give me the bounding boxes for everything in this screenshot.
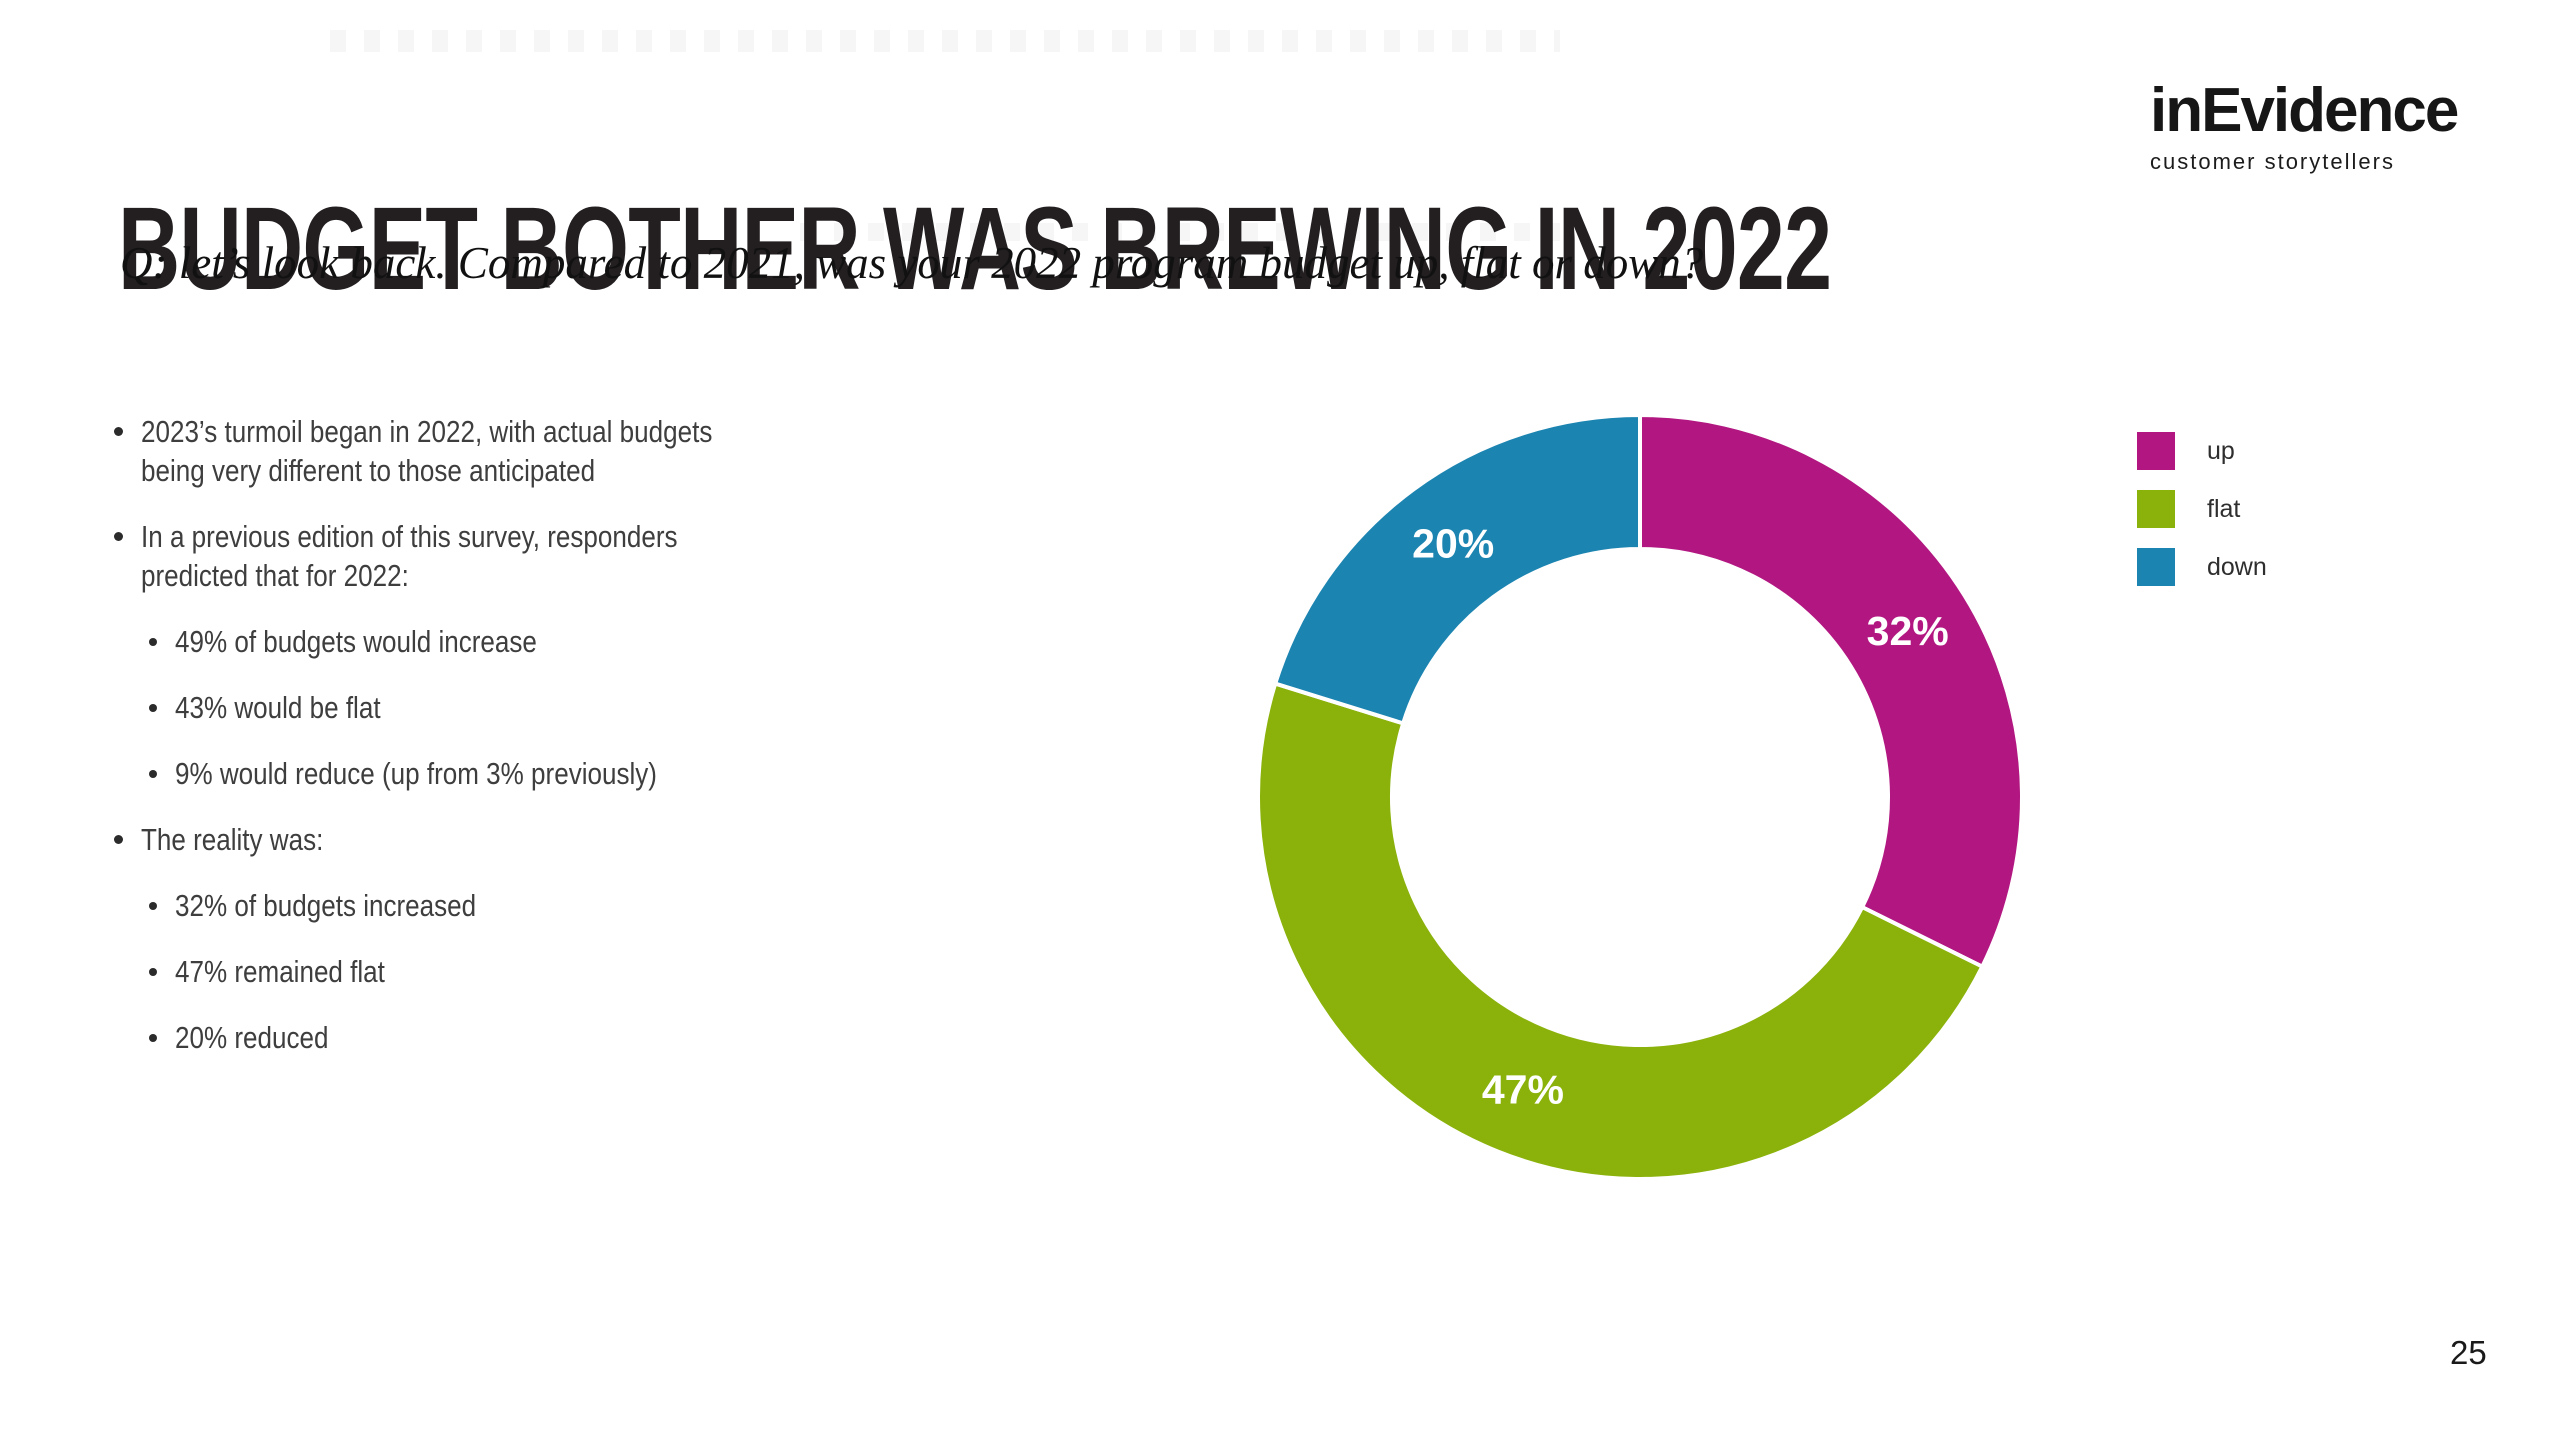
logo-wordmark: inEvidence (2150, 76, 2459, 145)
slide-subtitle: Q: let’s look back. Compared to 2021, wa… (120, 238, 1704, 288)
bullet-text: In a previous edition of this survey, re… (141, 519, 678, 593)
bullet-item: 32% of budgets increased (146, 886, 952, 925)
bullet-dot (149, 770, 157, 778)
bullet-dot (114, 835, 123, 844)
legend-item-down: down (2137, 548, 2267, 586)
bullet-text: 49% of budgets would increase (175, 624, 537, 659)
bullet-text: 20% reduced (175, 1020, 329, 1055)
logo-tagline: customer storytellers (2150, 149, 2395, 174)
bullet-item: 2023’s turmoil began in 2022, with actua… (112, 412, 952, 490)
bullet-dot (149, 968, 157, 976)
bullet-text: The reality was: (141, 822, 324, 857)
bullet-dot (149, 1034, 157, 1042)
slice-label-down: 20% (1412, 520, 1494, 566)
legend-item-up: up (2137, 432, 2267, 470)
bullet-text: 32% of budgets increased (175, 888, 477, 923)
chart-legend: up flat down (2137, 432, 2267, 606)
donut-slice-up (1638, 412, 2024, 970)
bullet-item: In a previous edition of this survey, re… (112, 517, 952, 595)
bullet-item: 49% of budgets would increase (146, 622, 952, 661)
bullet-dot (114, 427, 123, 436)
bullet-list: 2023’s turmoil began in 2022, with actua… (112, 412, 952, 1084)
legend-swatch (2137, 548, 2175, 586)
bullet-item: The reality was: (112, 820, 952, 859)
ghost-text-artifact-top (330, 30, 1560, 52)
bullet-item: 47% remained flat (146, 952, 952, 991)
company-logo: inEvidence customer storytellers (2150, 76, 2459, 175)
donut-slice-flat (1256, 681, 1985, 1181)
slice-label-up: 32% (1867, 608, 1949, 654)
donut-chart: 32% 47% 20% (1256, 412, 2024, 1181)
bullet-dot (114, 532, 123, 541)
legend-label: up (2207, 436, 2235, 465)
bullet-dot (149, 638, 157, 646)
legend-swatch (2137, 490, 2175, 528)
legend-label: down (2207, 552, 2267, 581)
slice-label-flat: 47% (1482, 1066, 1564, 1112)
bullet-text: 9% would reduce (up from 3% previously) (175, 756, 657, 791)
bullet-text: 47% remained flat (175, 954, 385, 989)
bullet-text: 43% would be flat (175, 690, 381, 725)
legend-item-flat: flat (2137, 490, 2267, 528)
page-number: 25 (2450, 1334, 2487, 1371)
bullet-item: 20% reduced (146, 1018, 952, 1057)
legend-swatch (2137, 432, 2175, 470)
legend-label: flat (2207, 494, 2241, 523)
bullet-text: 2023’s turmoil began in 2022, with actua… (141, 414, 713, 488)
bullet-item: 43% would be flat (146, 688, 952, 727)
bullet-dot (149, 902, 157, 910)
bullet-item: 9% would reduce (up from 3% previously) (146, 754, 952, 793)
bullet-dot (149, 704, 157, 712)
slide-title: BUDGET BOTHER WAS BREWING IN 2022 (118, 183, 1832, 316)
donut-slice-down (1272, 412, 1642, 726)
